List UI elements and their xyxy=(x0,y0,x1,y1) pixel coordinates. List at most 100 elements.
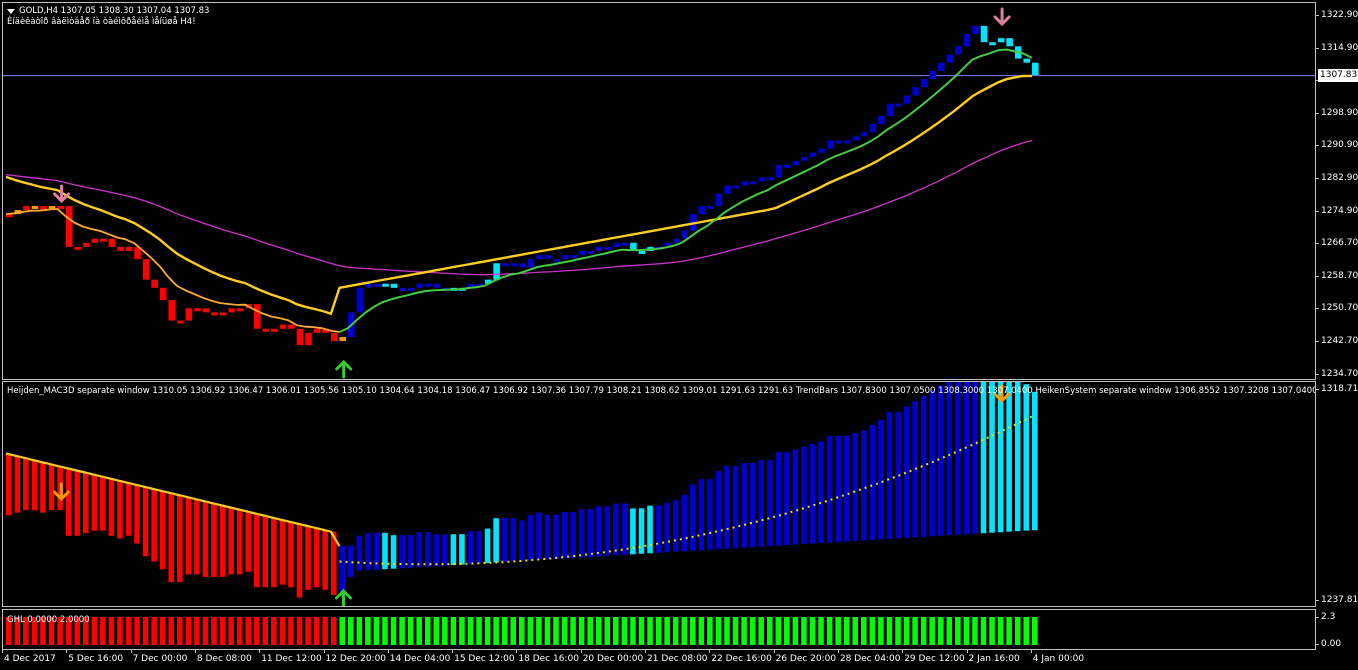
ha-bar xyxy=(801,156,808,161)
histogram-bar xyxy=(835,435,841,542)
ha-bar xyxy=(809,152,817,157)
ghl-bar xyxy=(835,617,841,645)
time-axis-label: 22 Dec 16:00 xyxy=(711,654,772,664)
ma-green-line xyxy=(339,48,1033,333)
price-scale-tick: 1250.70 xyxy=(1316,303,1358,313)
sell-arrow-icon xyxy=(53,184,71,204)
time-axis-tick xyxy=(323,650,325,653)
ghl-bar xyxy=(852,617,858,645)
histogram-bar xyxy=(681,494,687,552)
ghl-bar xyxy=(288,617,294,645)
ghl-bar xyxy=(561,617,568,645)
ghl-bar xyxy=(322,617,328,645)
subwindow-scale-bottom: 1237.81 xyxy=(1316,595,1358,605)
ghl-bar xyxy=(510,617,516,645)
ghl-bar xyxy=(23,617,29,645)
histogram-bar xyxy=(544,514,551,560)
ghl-bar xyxy=(390,617,397,645)
histogram-bar xyxy=(784,452,790,546)
price-scale-tick: 1314.90 xyxy=(1316,43,1358,53)
ha-bar xyxy=(185,308,193,321)
ha-bar xyxy=(390,283,398,288)
ghl-bar xyxy=(989,617,995,645)
ghl-bar xyxy=(946,617,953,645)
subwindow-scale-top: 1318.71 xyxy=(1316,384,1358,394)
time-axis-tick xyxy=(66,650,68,653)
ha-bar xyxy=(339,336,346,342)
histogram-bar xyxy=(604,506,611,556)
ha-bar xyxy=(159,287,167,301)
ha-bar xyxy=(65,205,73,247)
ha-bar xyxy=(322,328,329,333)
histogram-bar xyxy=(271,517,277,588)
ha-bar xyxy=(920,79,928,88)
ghl-bar xyxy=(450,617,457,645)
histogram-bar xyxy=(348,545,354,577)
subwindow-scale[interactable]: 1318.71 1237.81 xyxy=(1316,381,1358,607)
ha-bar xyxy=(843,140,851,144)
ghl-bar xyxy=(886,617,893,645)
ha-bar xyxy=(758,177,765,182)
histogram-bar xyxy=(638,508,645,554)
ghl-bar xyxy=(613,617,619,645)
histogram-bar xyxy=(570,511,576,558)
ghl-bar xyxy=(6,617,12,645)
histogram-bar xyxy=(886,412,893,539)
ha-bar xyxy=(972,25,979,35)
ghl-bar xyxy=(57,617,63,645)
histogram-bar xyxy=(929,390,935,537)
ha-bar xyxy=(100,238,107,242)
main-price-scale[interactable]: 1322.901314.901306.801298.901290.901282.… xyxy=(1316,2,1358,380)
ha-bar xyxy=(903,95,911,104)
time-axis-tick xyxy=(259,650,261,653)
histogram-bar xyxy=(356,535,363,571)
ghl-pane[interactable]: GHL 0.0000 2.0000 xyxy=(2,609,1316,650)
sub-sell-arrow-icon xyxy=(993,384,1011,404)
ghl-bar xyxy=(749,617,756,645)
ghl-bar xyxy=(74,617,80,645)
ha-bar xyxy=(553,259,560,263)
ha-bar xyxy=(416,283,423,288)
ha-bar xyxy=(852,136,859,141)
ghl-bar xyxy=(895,617,901,645)
ha-bar xyxy=(365,283,372,288)
ghl-scale[interactable]: 2.3 0.00 xyxy=(1316,609,1358,650)
ha-bar xyxy=(561,255,569,260)
ghl-bar xyxy=(715,617,722,645)
price-scale-tick: 1234.70 xyxy=(1316,369,1358,379)
ghl-bar xyxy=(621,617,628,645)
ha-bar xyxy=(886,103,894,116)
ghl-bar xyxy=(775,617,782,645)
time-axis-tick xyxy=(2,650,3,653)
histogram-bar xyxy=(826,436,833,543)
ghl-bar xyxy=(690,617,696,645)
time-axis-label: 29 Dec 12:00 xyxy=(904,654,965,664)
histogram-bar xyxy=(809,444,816,544)
histogram-bar xyxy=(587,509,593,557)
ghl-bar xyxy=(955,617,961,645)
time-axis-tick xyxy=(387,650,389,653)
ha-bar xyxy=(638,250,646,254)
histogram-bar xyxy=(407,534,414,568)
time-axis-label: 21 Dec 08:00 xyxy=(647,654,708,664)
histogram-bar xyxy=(715,471,722,550)
histogram-bar xyxy=(31,459,38,511)
ghl-bar xyxy=(878,617,884,645)
ghl-bar xyxy=(912,617,918,645)
collapse-triangle-icon[interactable] xyxy=(7,9,15,14)
ghl-bar xyxy=(553,617,559,645)
ha-bar xyxy=(861,132,868,137)
heijden-subwindow-pane[interactable]: Heijden_MAC3D separate window 1310.05 13… xyxy=(2,381,1316,607)
ha-bar xyxy=(219,312,227,316)
ha-bar xyxy=(536,255,543,260)
ghl-bar xyxy=(14,617,21,645)
ghl-bar xyxy=(296,617,303,645)
main-chart-pane[interactable]: GOLD,H4 1307.05 1308.30 1307.04 1307.83 … xyxy=(2,2,1316,380)
ghl-bar xyxy=(348,617,354,645)
histogram-bar xyxy=(775,452,782,546)
histogram-bar xyxy=(672,500,679,552)
time-axis-label: 28 Dec 04:00 xyxy=(839,654,901,664)
ghl-bar xyxy=(604,617,611,645)
time-axis[interactable]: 4 Dec 2017 5 Dec 16:00 7 Dec 00:00 8 Dec 08… xyxy=(0,650,1358,670)
ghl-bar xyxy=(356,617,363,645)
